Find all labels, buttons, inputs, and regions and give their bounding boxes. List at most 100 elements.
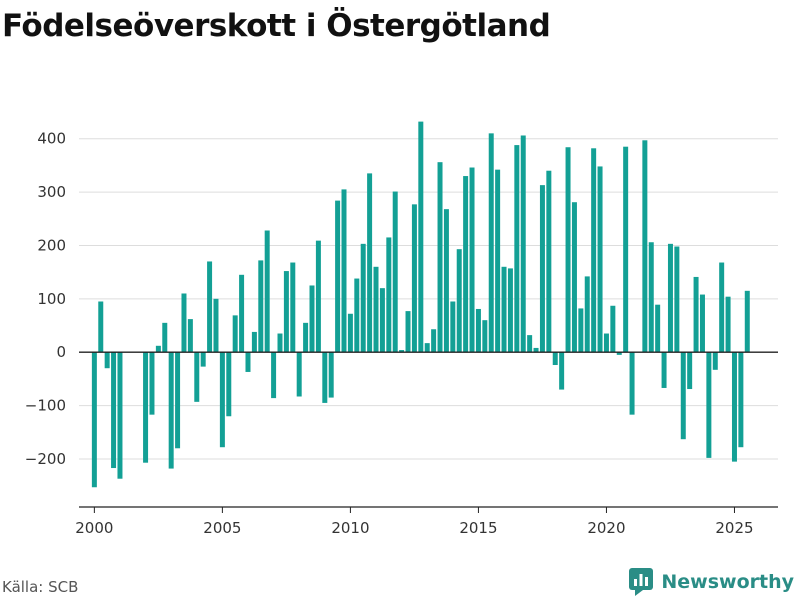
bar bbox=[111, 352, 117, 469]
brand-logo[interactable]: Newsworthy bbox=[629, 568, 794, 596]
bar bbox=[251, 331, 257, 353]
bar bbox=[245, 352, 251, 372]
bar bbox=[283, 271, 289, 353]
grid-lines bbox=[79, 138, 778, 460]
bar bbox=[456, 249, 462, 353]
y-tick-label: −200 bbox=[25, 450, 66, 468]
x-tick-label: 2010 bbox=[331, 519, 369, 537]
y-tick-label: 200 bbox=[37, 236, 66, 254]
bar bbox=[674, 246, 680, 353]
bar bbox=[699, 294, 705, 353]
bar bbox=[469, 167, 475, 353]
bar bbox=[546, 170, 552, 353]
bars bbox=[91, 121, 750, 488]
bar bbox=[731, 352, 737, 462]
bar bbox=[200, 352, 206, 367]
bar bbox=[655, 304, 661, 353]
bar bbox=[181, 293, 187, 353]
bar bbox=[354, 278, 360, 353]
bar bbox=[303, 322, 309, 353]
bar bbox=[501, 266, 507, 353]
bar bbox=[738, 352, 744, 448]
bar bbox=[603, 333, 609, 353]
bar bbox=[661, 352, 667, 388]
bar bbox=[725, 296, 731, 353]
bar bbox=[386, 237, 392, 353]
bar bbox=[629, 352, 635, 415]
bar bbox=[527, 335, 533, 353]
bar bbox=[712, 352, 718, 370]
bar bbox=[719, 262, 725, 353]
bar bbox=[91, 352, 97, 488]
bar bbox=[162, 322, 168, 353]
bar bbox=[258, 260, 264, 353]
bar bbox=[149, 352, 155, 415]
bar bbox=[335, 200, 341, 353]
bar bbox=[565, 147, 571, 353]
bar bbox=[450, 301, 456, 353]
bar bbox=[341, 189, 347, 353]
bar bbox=[687, 352, 693, 390]
bar bbox=[411, 204, 417, 353]
bar bbox=[514, 145, 520, 353]
bar bbox=[405, 311, 411, 353]
bar bbox=[559, 352, 565, 390]
bar bbox=[488, 133, 494, 353]
bar bbox=[187, 319, 193, 353]
bar bbox=[475, 308, 481, 353]
bar bbox=[309, 285, 315, 353]
bar bbox=[232, 315, 238, 353]
bar bbox=[219, 352, 225, 448]
bar bbox=[693, 276, 699, 353]
bar bbox=[168, 352, 174, 469]
x-tick-label: 2025 bbox=[715, 519, 753, 537]
bar bbox=[392, 191, 398, 353]
x-tick-label: 2000 bbox=[75, 519, 113, 537]
bar bbox=[207, 261, 213, 353]
bar bbox=[507, 268, 513, 353]
bar bbox=[226, 352, 232, 417]
bar bbox=[520, 135, 526, 353]
bar bbox=[680, 352, 686, 440]
bar bbox=[328, 352, 334, 398]
source-note: Källa: SCB bbox=[2, 578, 79, 596]
x-tick-label: 2015 bbox=[459, 519, 497, 537]
bar bbox=[322, 352, 328, 403]
bar bbox=[482, 320, 488, 353]
bar bbox=[597, 166, 603, 353]
x-tick-label: 2020 bbox=[587, 519, 625, 537]
bar bbox=[584, 276, 590, 353]
bar bbox=[533, 347, 539, 353]
bar bbox=[155, 345, 161, 353]
bar bbox=[744, 290, 750, 353]
y-tick-label: 300 bbox=[37, 183, 66, 201]
bar bbox=[347, 313, 353, 353]
y-tick-label: 100 bbox=[37, 290, 66, 308]
bar bbox=[623, 146, 629, 353]
bar bbox=[424, 343, 430, 353]
bar bbox=[213, 298, 219, 353]
bar bbox=[463, 176, 469, 353]
bar bbox=[642, 140, 648, 353]
bar bbox=[143, 352, 149, 463]
bar bbox=[290, 262, 296, 353]
bar bbox=[418, 121, 424, 353]
bar bbox=[648, 242, 654, 353]
bar bbox=[117, 352, 123, 479]
bar bbox=[616, 352, 622, 355]
y-tick-label: 0 bbox=[56, 343, 66, 361]
bar bbox=[315, 240, 321, 353]
bar bbox=[194, 352, 200, 402]
bar bbox=[367, 173, 373, 353]
bar bbox=[379, 288, 385, 353]
bar bbox=[175, 352, 181, 449]
bar bbox=[360, 243, 366, 353]
bar bbox=[271, 352, 277, 399]
bar bbox=[98, 301, 104, 353]
y-tick-label: −100 bbox=[25, 397, 66, 415]
bar bbox=[373, 266, 379, 353]
bar bbox=[571, 202, 577, 353]
bar bbox=[277, 333, 283, 353]
bar bbox=[495, 169, 501, 353]
